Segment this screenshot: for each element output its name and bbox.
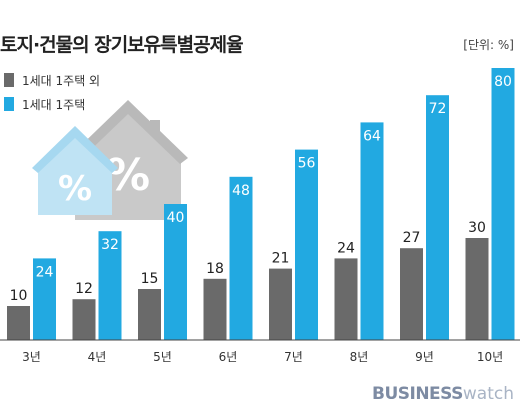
bar-series1-7년	[269, 268, 292, 340]
legend-swatch-series2	[4, 97, 14, 111]
data-label-series2-3년: 24	[36, 264, 54, 280]
percent-glyph-front: %	[58, 169, 92, 209]
bar-series2-9년	[426, 95, 449, 340]
legend-item-series2: 1세대 1주택	[4, 92, 100, 116]
bar-series1-3년	[7, 306, 30, 340]
data-label-series2-9년: 72	[429, 101, 447, 117]
brand-logo: BUSINESSwatch	[372, 384, 514, 404]
bar-series2-10년	[491, 68, 515, 340]
bar-series2-7년	[295, 149, 318, 340]
legend-label-series1: 1세대 1주택 외	[22, 73, 101, 88]
data-label-series1-7년: 21	[272, 251, 290, 267]
bar-series2-8년	[360, 122, 384, 341]
data-label-series2-5년: 40	[167, 210, 185, 226]
house-illustration: % %	[32, 100, 188, 220]
bar-series2-6년	[229, 176, 253, 340]
bar-series2-4년	[98, 231, 122, 340]
x-tick-label-8년: 8년	[350, 350, 369, 364]
percent-glyph-back: %	[106, 150, 150, 201]
legend-swatch-series1	[4, 73, 14, 87]
data-label-series1-10년: 30	[468, 220, 486, 236]
bar-series1-10년	[465, 238, 489, 340]
data-label-series2-8년: 64	[363, 128, 381, 144]
x-tick-label-9년: 9년	[415, 350, 434, 364]
bars: 10 24 12 32 15 40 18 48 21 56 24 64 27 72 30 80	[7, 68, 515, 341]
data-label-series1-6년: 18	[206, 261, 224, 277]
legend: 1세대 1주택 외 1세대 1주택	[4, 68, 100, 116]
legend-item-series1: 1세대 1주택 외	[4, 68, 100, 92]
data-label-series1-4년: 12	[75, 281, 93, 297]
data-label-series2-4년: 32	[101, 237, 119, 253]
x-tick-label-10년: 10년	[477, 350, 503, 364]
x-tick-label-5년: 5년	[153, 350, 172, 364]
x-tick-labels: 3년 4년 5년 6년 7년 8년 9년 10년	[22, 350, 503, 364]
unit-label: [단위: %]	[463, 38, 514, 52]
bar-series2-5년	[164, 204, 187, 340]
brand-light: watch	[462, 384, 514, 404]
bar-series1-8년	[334, 258, 358, 340]
bar-series2-3년	[33, 258, 56, 340]
data-label-series2-10년: 80	[494, 74, 512, 90]
brand-bold: BUSINESS	[371, 384, 463, 404]
bar-series1-6년	[203, 278, 227, 340]
data-label-series2-7년: 56	[298, 156, 316, 172]
data-label-series1-8년: 24	[337, 240, 355, 256]
bar-series1-5년	[138, 289, 161, 340]
x-tick-label-3년: 3년	[22, 350, 41, 364]
data-label-series1-9년: 27	[403, 230, 421, 246]
chart-title: 토지·건물의 장기보유특별공제율	[0, 34, 244, 56]
data-label-series1-3년: 10	[10, 288, 28, 304]
bar-series1-9년	[400, 248, 423, 340]
legend-label-series2: 1세대 1주택	[22, 97, 86, 112]
x-tick-label-6년: 6년	[219, 350, 238, 364]
data-label-series2-6년: 48	[232, 183, 250, 199]
x-tick-label-4년: 4년	[88, 350, 107, 364]
bar-series1-4년	[72, 299, 96, 340]
x-tick-label-7년: 7년	[284, 350, 303, 364]
data-label-series1-5년: 15	[141, 271, 159, 287]
